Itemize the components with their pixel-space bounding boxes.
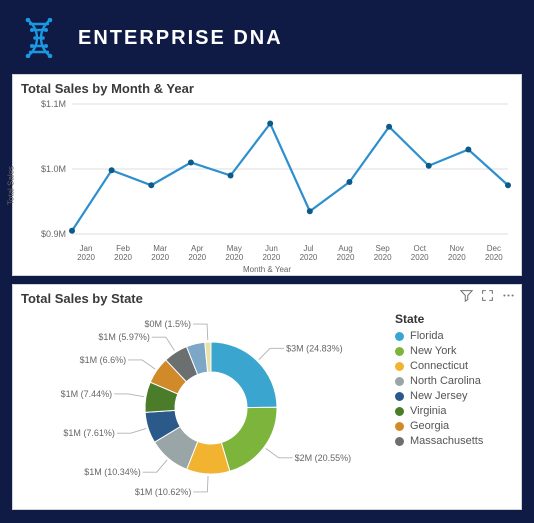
x-axis-label: Month & Year: [13, 265, 521, 274]
line-chart-title: Total Sales by Month & Year: [13, 75, 521, 98]
x-tick: Aug2020: [331, 244, 361, 262]
legend-swatch: [395, 347, 404, 356]
card-toolbar: [460, 289, 515, 307]
y-tick: $1.0M: [41, 164, 66, 174]
legend-label: North Carolina: [410, 375, 481, 387]
header: ENTERPRISE DNA: [0, 0, 534, 70]
legend-title: State: [395, 312, 515, 326]
slice-label: $1M (7.44%): [61, 389, 113, 399]
more-icon[interactable]: [502, 289, 515, 307]
legend-item[interactable]: New Jersey: [395, 390, 515, 402]
legend-item[interactable]: New York: [395, 345, 515, 357]
x-tick: Jul2020: [293, 244, 323, 262]
legend: State Florida New York Connecticut North Ca…: [393, 308, 521, 504]
x-tick: Oct2020: [405, 244, 435, 262]
legend-swatch: [395, 407, 404, 416]
legend-label: New Jersey: [410, 390, 467, 402]
slice-label: $3M (24.83%): [286, 343, 343, 353]
focus-icon[interactable]: [481, 289, 494, 307]
donut-area: $3M (24.83%) $2M (20.55%) $1M (10.62%) $1M …: [13, 308, 393, 504]
legend-label: Virginia: [410, 405, 447, 417]
y-tick: $1.1M: [41, 99, 66, 109]
dna-icon: [20, 18, 64, 58]
donut-chart-title: Total Sales by State: [13, 285, 521, 308]
legend-label: Connecticut: [410, 360, 468, 372]
x-tick: Dec2020: [479, 244, 509, 262]
legend-item[interactable]: Connecticut: [395, 360, 515, 372]
legend-label: New York: [410, 345, 456, 357]
legend-item[interactable]: Georgia: [395, 420, 515, 432]
legend-swatch: [395, 392, 404, 401]
slice-label: $1M (6.6%): [80, 355, 127, 365]
slice-label: $0M (1.5%): [145, 319, 192, 329]
line-chart: Total Sales Jan2020Feb2020Mar2020Apr2020…: [13, 98, 521, 264]
legend-item[interactable]: North Carolina: [395, 375, 515, 387]
x-tick: Mar2020: [145, 244, 175, 262]
slice-label: $1M (10.62%): [135, 487, 192, 497]
x-tick: Sep2020: [368, 244, 398, 262]
legend-swatch: [395, 437, 404, 446]
legend-swatch: [395, 362, 404, 371]
brand-title: ENTERPRISE DNA: [78, 27, 283, 50]
x-tick: May2020: [219, 244, 249, 262]
filter-icon[interactable]: [460, 289, 473, 307]
slice-label: $2M (20.55%): [295, 453, 352, 463]
legend-item[interactable]: Florida: [395, 330, 515, 342]
x-tick: Jan2020: [71, 244, 101, 262]
line-chart-card: Total Sales by Month & Year Total Sales …: [12, 74, 522, 276]
y-tick: $0.9M: [41, 229, 66, 239]
x-tick: Jun2020: [256, 244, 286, 262]
legend-label: Georgia: [410, 420, 449, 432]
x-tick: Feb2020: [108, 244, 138, 262]
legend-item[interactable]: Massachusetts: [395, 435, 515, 447]
legend-label: Massachusetts: [410, 435, 483, 447]
slice-label: $1M (5.97%): [98, 332, 150, 342]
x-tick: Nov2020: [442, 244, 472, 262]
legend-swatch: [395, 377, 404, 386]
legend-label: Florida: [410, 330, 444, 342]
legend-swatch: [395, 422, 404, 431]
slice-label: $1M (7.61%): [63, 428, 115, 438]
legend-item[interactable]: Virginia: [395, 405, 515, 417]
donut-slice[interactable]: [221, 407, 277, 471]
x-tick: Apr2020: [182, 244, 212, 262]
slice-label: $1M (10.34%): [84, 467, 141, 477]
donut-chart-card: Total Sales by State $3M (24.83%) $2M (20…: [12, 284, 522, 510]
legend-swatch: [395, 332, 404, 341]
